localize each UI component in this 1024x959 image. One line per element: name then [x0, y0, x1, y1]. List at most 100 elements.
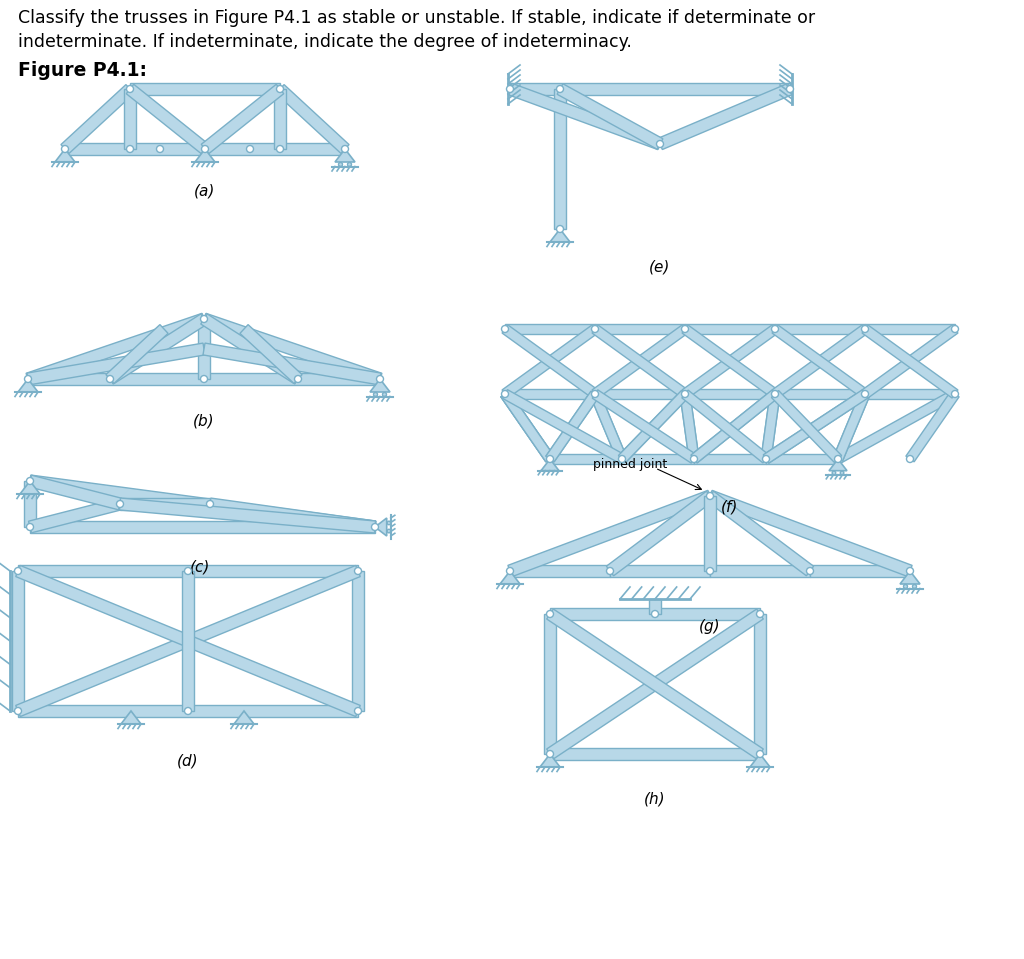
Circle shape: [374, 392, 378, 396]
Polygon shape: [705, 496, 716, 571]
Polygon shape: [182, 571, 194, 711]
Circle shape: [383, 392, 386, 396]
Text: pinned joint: pinned joint: [593, 458, 667, 471]
Polygon shape: [55, 149, 75, 162]
Polygon shape: [198, 319, 210, 379]
Circle shape: [347, 162, 351, 167]
Polygon shape: [29, 476, 122, 510]
Polygon shape: [105, 324, 168, 384]
Polygon shape: [106, 314, 207, 384]
Circle shape: [276, 146, 284, 152]
Polygon shape: [501, 391, 554, 462]
Polygon shape: [65, 143, 345, 155]
Circle shape: [618, 456, 626, 462]
Polygon shape: [657, 83, 793, 150]
Polygon shape: [771, 390, 842, 462]
Polygon shape: [550, 608, 760, 620]
Polygon shape: [708, 490, 912, 576]
Polygon shape: [18, 565, 358, 577]
Polygon shape: [27, 343, 205, 385]
Circle shape: [117, 501, 124, 507]
Circle shape: [106, 376, 114, 383]
Polygon shape: [680, 393, 699, 459]
Circle shape: [547, 611, 554, 618]
Polygon shape: [547, 609, 763, 759]
Circle shape: [556, 85, 563, 92]
Polygon shape: [275, 84, 349, 153]
Polygon shape: [772, 325, 868, 398]
Polygon shape: [505, 389, 595, 399]
Polygon shape: [510, 83, 790, 95]
Polygon shape: [761, 393, 780, 459]
Circle shape: [127, 146, 133, 152]
Text: (d): (d): [177, 754, 199, 769]
Polygon shape: [15, 566, 360, 716]
Text: (b): (b): [194, 414, 215, 429]
Circle shape: [27, 478, 34, 484]
Circle shape: [339, 162, 342, 167]
Circle shape: [61, 146, 69, 152]
Text: (h): (h): [644, 791, 666, 806]
Circle shape: [757, 751, 764, 758]
Circle shape: [387, 529, 391, 533]
Polygon shape: [234, 711, 254, 724]
Polygon shape: [24, 481, 36, 527]
Polygon shape: [510, 565, 610, 577]
Circle shape: [27, 524, 34, 530]
Polygon shape: [550, 748, 760, 760]
Circle shape: [606, 568, 613, 574]
Circle shape: [656, 141, 664, 148]
Circle shape: [690, 456, 697, 462]
Circle shape: [202, 146, 209, 152]
Polygon shape: [546, 391, 599, 462]
Polygon shape: [834, 392, 869, 461]
Circle shape: [276, 85, 284, 92]
Polygon shape: [546, 391, 599, 462]
Text: indeterminate. If indeterminate, indicate the degree of indeterminacy.: indeterminate. If indeterminate, indicat…: [18, 33, 632, 51]
Polygon shape: [622, 454, 694, 464]
Polygon shape: [502, 325, 598, 398]
Polygon shape: [370, 379, 390, 392]
Circle shape: [14, 708, 22, 714]
Text: (g): (g): [699, 619, 721, 634]
Polygon shape: [649, 599, 662, 614]
Polygon shape: [592, 325, 688, 398]
Polygon shape: [606, 491, 714, 575]
Polygon shape: [592, 389, 696, 463]
Circle shape: [25, 376, 32, 383]
Polygon shape: [610, 565, 710, 577]
Circle shape: [835, 456, 842, 462]
Polygon shape: [557, 83, 663, 150]
Circle shape: [682, 390, 688, 397]
Circle shape: [682, 325, 688, 333]
Polygon shape: [865, 389, 955, 399]
Polygon shape: [775, 389, 865, 399]
Text: (f): (f): [721, 499, 738, 514]
Circle shape: [127, 85, 133, 92]
Text: (e): (e): [649, 259, 671, 274]
Polygon shape: [763, 389, 867, 463]
Polygon shape: [691, 390, 778, 463]
Polygon shape: [766, 454, 838, 464]
Circle shape: [763, 456, 769, 462]
Polygon shape: [754, 614, 766, 754]
Polygon shape: [591, 392, 627, 461]
Polygon shape: [772, 325, 868, 398]
Polygon shape: [836, 389, 957, 463]
Polygon shape: [335, 149, 355, 162]
Polygon shape: [500, 571, 520, 584]
Polygon shape: [763, 389, 867, 463]
Circle shape: [184, 568, 191, 574]
Polygon shape: [30, 475, 376, 533]
Polygon shape: [591, 392, 627, 461]
Circle shape: [184, 708, 191, 714]
Polygon shape: [375, 518, 387, 536]
Circle shape: [592, 390, 598, 397]
Polygon shape: [18, 379, 38, 392]
Polygon shape: [61, 84, 134, 153]
Circle shape: [592, 325, 598, 333]
Polygon shape: [862, 325, 957, 398]
Polygon shape: [121, 711, 141, 724]
Circle shape: [387, 521, 391, 525]
Polygon shape: [775, 324, 865, 334]
